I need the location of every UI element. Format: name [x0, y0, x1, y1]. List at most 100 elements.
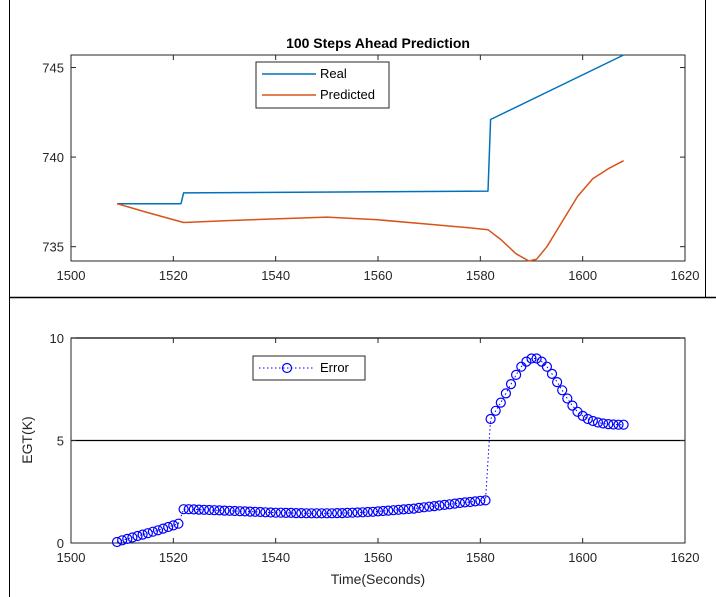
y-tick-label: 735 — [42, 240, 64, 255]
legend-predicted-label: Predicted — [320, 87, 375, 102]
error-point — [587, 415, 599, 427]
error-point — [152, 525, 164, 536]
y-tick-label: 10 — [50, 331, 64, 346]
x-tick-label: 1520 — [159, 550, 188, 565]
error-point — [592, 417, 604, 428]
error-point — [470, 496, 481, 507]
error-point — [183, 504, 194, 515]
error-point — [536, 356, 547, 367]
error-y-ticks: 0 5 10 — [50, 331, 685, 551]
error-point — [490, 405, 501, 416]
prediction-y-ticks: 735 740 745 — [42, 61, 685, 255]
error-series-line — [116, 358, 624, 543]
error-point — [449, 498, 460, 509]
error-point — [352, 507, 363, 518]
error-point — [347, 507, 358, 518]
error-point — [193, 504, 204, 515]
x-tick-label: 1600 — [568, 268, 597, 283]
error-point — [224, 505, 235, 516]
x-tick-label: 1580 — [466, 268, 495, 283]
error-point — [367, 506, 378, 517]
error-point — [557, 385, 568, 396]
error-point — [301, 508, 312, 519]
error-point — [541, 361, 553, 372]
error-point — [285, 507, 297, 519]
error-point — [485, 413, 496, 425]
error-point — [132, 530, 143, 542]
error-point — [526, 353, 537, 364]
error-point — [219, 505, 230, 516]
error-point — [388, 505, 399, 516]
error-point — [158, 523, 169, 534]
x-tick-label: 1540 — [261, 268, 290, 283]
error-legend: Error — [252, 355, 366, 381]
error-point — [465, 496, 476, 508]
error-point — [122, 533, 133, 545]
error-point — [475, 495, 486, 506]
error-point — [296, 507, 307, 519]
error-point — [204, 504, 215, 516]
error-point — [459, 497, 471, 508]
prediction-legend-box — [255, 61, 390, 109]
error-point — [480, 495, 491, 506]
error-point — [163, 521, 174, 533]
error-point — [280, 507, 291, 519]
error-point — [316, 508, 327, 519]
error-point — [521, 356, 532, 367]
error-x-axis-label: Time(Seconds) — [331, 571, 425, 587]
error-point — [168, 520, 179, 531]
legend-real-label: Real — [320, 66, 347, 81]
error-point — [510, 369, 522, 380]
error-point — [332, 507, 343, 519]
error-x-ticks: 1500 1520 1540 1560 1580 1600 1620 — [57, 338, 700, 565]
error-point — [562, 393, 573, 404]
error-point — [393, 504, 404, 515]
x-tick-label: 1580 — [466, 550, 495, 565]
error-point — [260, 507, 271, 518]
prediction-series — [116, 54, 624, 262]
error-point — [444, 499, 455, 510]
error-point — [424, 501, 435, 512]
prediction-title: 100 Steps Ahead Prediction — [286, 35, 470, 51]
error-point — [357, 507, 368, 518]
error-point — [255, 506, 266, 518]
outer-frame — [9, 0, 716, 597]
error-point — [229, 505, 240, 517]
error-point — [398, 504, 409, 515]
series-line-real — [117, 54, 624, 205]
error-point — [439, 499, 450, 510]
x-tick-label: 1560 — [364, 550, 393, 565]
error-point — [418, 502, 430, 513]
error-series — [111, 353, 629, 548]
error-point — [577, 410, 588, 421]
error-point — [178, 504, 189, 515]
error-point — [214, 505, 225, 516]
error-point — [608, 419, 619, 430]
error-point — [337, 507, 348, 519]
error-point — [551, 377, 563, 388]
error-point — [613, 419, 624, 430]
error-point — [111, 536, 123, 548]
error-point — [147, 526, 158, 537]
error-point — [454, 497, 465, 509]
x-tick-label: 1620 — [671, 550, 700, 565]
error-point — [403, 503, 414, 515]
error-point — [117, 535, 128, 546]
error-point — [516, 361, 527, 372]
error-point — [546, 368, 558, 379]
error-point — [603, 419, 614, 430]
error-point — [321, 508, 332, 519]
prediction-legend: Real Predicted — [255, 61, 390, 109]
error-point — [275, 507, 286, 518]
error-point — [618, 419, 629, 430]
x-tick-label: 1520 — [159, 268, 188, 283]
error-y-axis-label: EGT(K) — [19, 416, 35, 463]
error-point — [173, 518, 184, 529]
y-tick-label: 745 — [42, 61, 64, 76]
error-point — [567, 400, 578, 411]
error-point — [245, 506, 256, 517]
error-point — [265, 507, 276, 518]
error-point — [198, 504, 210, 515]
error-point — [326, 508, 337, 519]
